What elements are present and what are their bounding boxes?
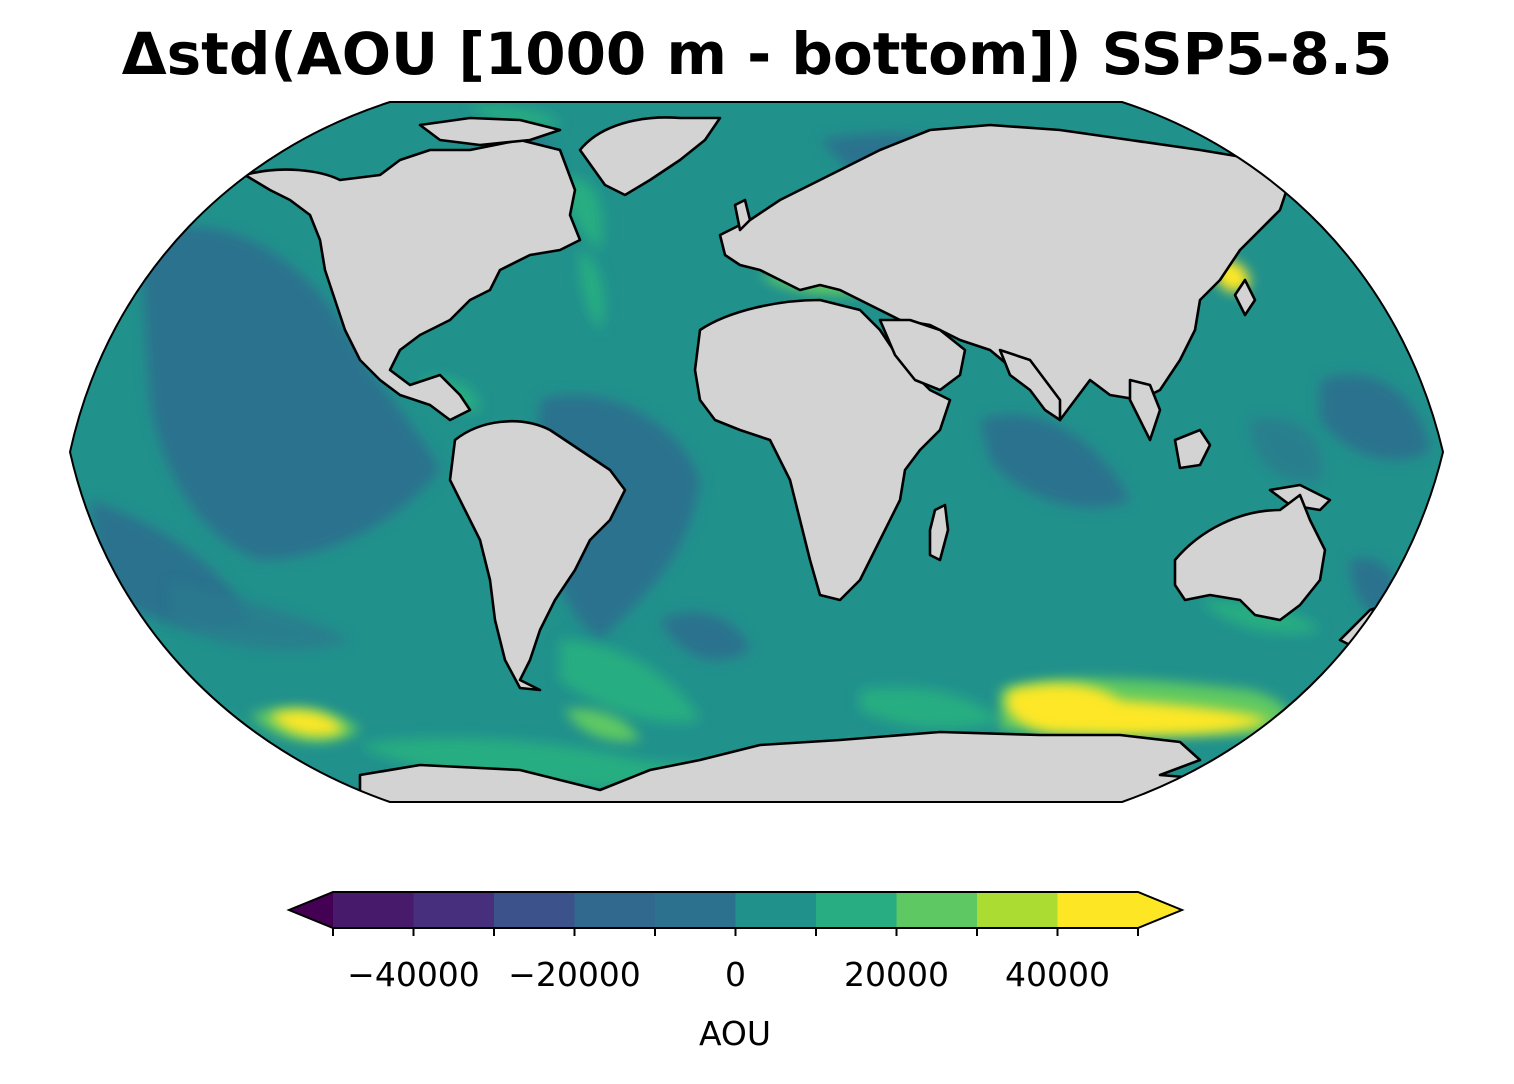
colorbar-tick-label: −40000 — [347, 955, 480, 994]
colorbar-extend-max — [1138, 892, 1182, 928]
colorbar-bin — [655, 892, 736, 928]
colorbar-ticks: −40000 −20000 0 20000 40000 — [332, 928, 1139, 994]
colorbar-bin — [494, 892, 575, 928]
colorbar-tick-label: 40000 — [1005, 955, 1110, 994]
south-america — [448, 420, 627, 692]
australia — [1173, 493, 1327, 622]
madagascar — [928, 503, 950, 562]
colorbar-bin — [977, 892, 1058, 928]
africa — [693, 298, 952, 602]
colorbar — [286, 891, 1185, 929]
map-title: Δstd(AOU [1000 m - bottom]) SSP5-8.5 — [121, 20, 1393, 88]
colorbar-bin — [413, 892, 495, 928]
colorbar-bin — [816, 892, 897, 928]
colorbar-bin — [1057, 892, 1139, 928]
borneo — [1173, 428, 1212, 470]
north-america — [243, 138, 582, 422]
colorbar-extend-min — [289, 892, 333, 928]
uk — [733, 198, 752, 232]
colorbar-bin — [896, 892, 978, 928]
colorbar-tick-label: 0 — [725, 955, 746, 994]
colorbar-label: AOU — [699, 1014, 771, 1053]
colorbar-tick-label: 20000 — [844, 955, 949, 994]
india — [998, 348, 1062, 422]
arabia — [878, 318, 967, 392]
colorbar-bin — [735, 892, 817, 928]
negative-anomaly-regions — [90, 133, 1430, 660]
southeast-asia — [1128, 378, 1162, 442]
greenland — [578, 116, 722, 197]
land-masses — [243, 116, 1387, 802]
japan — [1233, 278, 1257, 317]
arctic-islands — [418, 116, 562, 147]
colorbar-bin — [333, 892, 414, 928]
colorbar-tick-label: −20000 — [508, 955, 641, 994]
colorbar-bin — [574, 892, 656, 928]
